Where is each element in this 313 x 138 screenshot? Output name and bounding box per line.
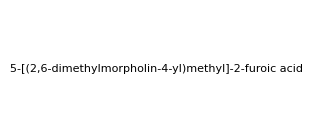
Text: 5-[(2,6-dimethylmorpholin-4-yl)methyl]-2-furoic acid: 5-[(2,6-dimethylmorpholin-4-yl)methyl]-2… [10,64,303,74]
